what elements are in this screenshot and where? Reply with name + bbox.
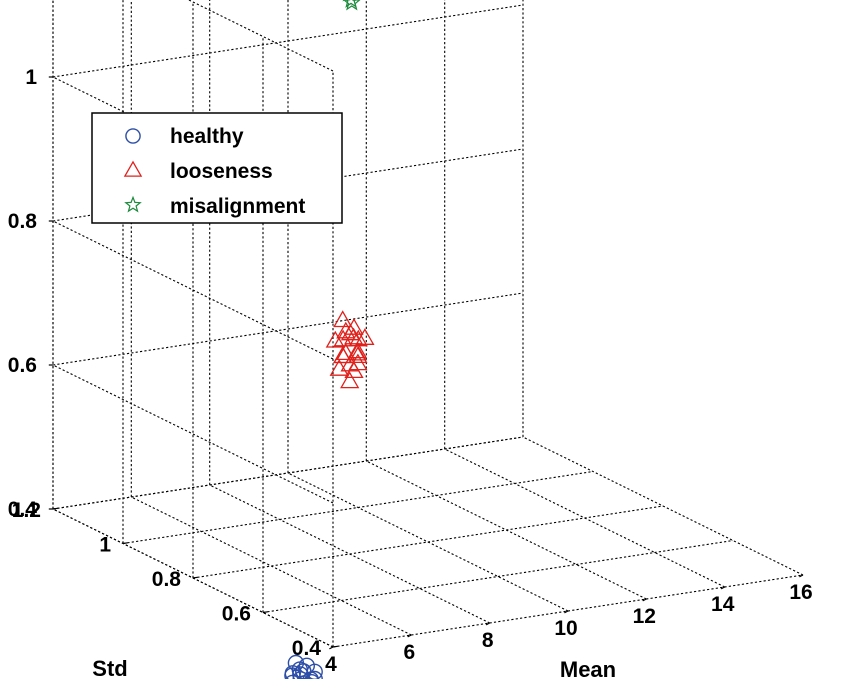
x-tick-mark [564,610,569,614]
x-tick-mark [799,574,804,578]
misalignment-point [345,0,357,8]
gridline-back-z [52,436,524,510]
data-points [284,0,375,679]
looseness-point [333,346,353,364]
legend-entry-misalignment: misalignment [170,195,305,218]
z-tick-label: 0.6 [8,354,37,377]
looseness-point [340,371,360,389]
looseness-point [355,328,375,345]
legend-entry-looseness: looseness [170,160,273,183]
gridline-left-z [52,364,334,504]
healthy-point [304,674,320,679]
x-tick-label: 10 [554,617,577,640]
looseness-point [343,327,364,345]
y-tick-mark [122,542,128,545]
series-healthy [284,654,323,679]
looseness-point [333,329,353,347]
healthy-point [292,671,309,679]
x-tick-label: 4 [325,653,337,676]
legend-marker-looseness [123,160,143,177]
x-tick-mark [642,598,647,602]
misalignment-point [343,0,361,11]
legend-markers [123,128,143,213]
y-tick-label: 0.6 [222,603,251,626]
x-axis-label: Mean [560,657,616,679]
y-tick-mark [332,645,338,648]
gridline-left-z [52,220,334,360]
y-tick-mark [262,611,268,614]
healthy-point [292,666,309,679]
x-tick-label: 14 [711,593,735,616]
y-tick-label: 0.8 [152,568,182,591]
x-tick-mark [407,634,412,638]
z-tick-label: 0.8 [8,210,38,233]
z-tick-label: 1 [25,66,37,89]
looseness-point [325,330,345,348]
z-tick-label: 0.4 [8,498,38,521]
looseness-point [347,341,368,359]
x-tick-mark [485,622,490,626]
y-tick-label: 1.2 [12,499,41,522]
looseness-point [344,361,364,379]
x-tick-label: 8 [482,629,494,652]
gridline-floor-y [262,539,734,614]
x-tick-mark [720,586,725,590]
legend-box [91,112,343,224]
x-tick-label: 12 [633,605,656,628]
y-axis-label: Std [92,656,127,679]
gridline-back-z [52,292,524,366]
looseness-point [336,321,356,339]
looseness-point [336,343,356,361]
healthy-point [306,670,323,679]
x-tick-label: 6 [403,641,415,664]
legend: healthy looseness misalignment [91,112,343,224]
y-tick-mark [192,576,198,579]
gridline-floor-y [122,470,594,545]
healthy-point [291,661,308,678]
axes-grid [52,0,804,648]
legend-marker-healthy [125,128,141,144]
series-misalignment [342,0,361,11]
x-tick-label: 16 [789,581,812,604]
x-tick-mark [329,646,334,650]
legend-entry-healthy: healthy [170,125,244,148]
looseness-point [329,358,349,376]
gridline-left-z [187,0,334,72]
y-tick-mark [52,507,58,510]
healthy-point [302,671,319,679]
gridline-back-z [52,4,524,78]
looseness-point [333,310,353,328]
looseness-point [340,323,361,341]
legend-marker-misalignment [124,195,142,213]
looseness-point [347,343,367,361]
y-tick-label: 1 [99,534,111,557]
series-looseness [325,310,375,389]
y-tick-label: 0.4 [292,637,322,660]
gridline-floor-y [192,505,664,579]
